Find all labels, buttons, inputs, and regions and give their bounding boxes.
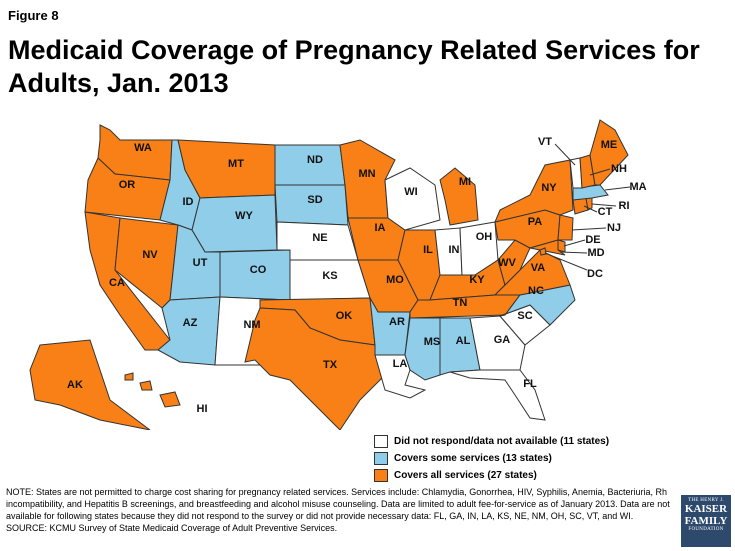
state-DC [539,247,547,256]
state-MI [439,167,479,226]
state-NJ [557,214,574,241]
label-NY: NY [541,182,557,194]
us-state-map: WA OR CA NV ID MT WY UT CO AZ NM ND SD N… [29,119,647,430]
label-DE: DE [585,234,600,246]
source-text: SOURCE: KCMU Survey of State Medicaid Co… [6,523,338,533]
label-SC: SC [517,310,532,322]
label-UT: UT [193,257,208,269]
label-HI: HI [197,403,208,415]
legend-item-some: Covers some services (13 states) [374,451,609,466]
legend-label-all: Covers all services (27 states) [394,470,537,481]
label-CA: CA [109,277,125,289]
logo-line-2: KAISER [684,503,728,515]
label-AK: AK [67,379,83,391]
label-KY: KY [469,274,485,286]
figure-label: Figure 8 [8,8,59,23]
label-IA: IA [375,222,386,234]
map-legend: Did not respond/data not available (11 s… [374,434,609,485]
label-RI: RI [619,200,630,212]
footnote: NOTE: States are not permitted to charge… [6,486,686,534]
label-KS: KS [322,270,337,282]
label-MN: MN [358,168,375,180]
state-AZ [157,296,221,366]
label-MO: MO [386,274,404,286]
label-OH: OH [476,231,493,243]
label-GA: GA [494,334,511,346]
label-AZ: AZ [183,317,198,329]
legend-label-none: Did not respond/data not available (11 s… [394,436,610,447]
state-WI [384,167,441,231]
label-OK: OK [336,310,353,322]
state-CT [572,197,589,215]
label-ME: ME [601,139,618,151]
legend-swatch-some [374,452,388,465]
state-WV [497,239,531,286]
logo-line-3: FAMILY [684,515,728,527]
label-FL: FL [523,378,537,390]
legend-swatch-all [374,469,388,482]
label-MT: MT [228,158,244,170]
label-IN: IN [449,244,460,256]
state-NY [494,159,574,223]
page-title: Medicaid Coverage of Pregnancy Related S… [8,35,700,98]
legend-item-all: Covers all services (27 states) [374,468,609,483]
label-PA: PA [528,216,543,228]
label-LA: LA [393,358,408,370]
state-HI [124,372,181,408]
label-AL: AL [456,335,471,347]
label-NE: NE [312,232,327,244]
label-MI: MI [459,176,471,188]
label-MD: MD [587,247,604,259]
label-OR: OR [119,179,136,191]
label-SD: SD [307,194,322,206]
legend-item-none: Did not respond/data not available (11 s… [374,434,609,449]
label-NM: NM [243,319,260,331]
state-ME [589,119,629,186]
label-NC: NC [528,285,544,297]
note-text: NOTE: States are not permitted to charge… [6,487,670,521]
kff-logo: THE HENRY J. KAISER FAMILY FOUNDATION [681,495,731,547]
label-ND: ND [307,154,323,166]
label-CO: CO [250,264,267,276]
state-FL [449,369,546,421]
state-TX [244,307,386,430]
state-MS [404,317,441,381]
label-NH: NH [611,163,627,175]
label-WY: WY [235,210,253,222]
label-leader-lines [544,143,631,271]
label-CT: CT [598,206,613,218]
legend-swatch-none [374,435,388,448]
label-VT: VT [538,136,552,148]
label-IL: IL [423,244,433,256]
logo-line-4: FOUNDATION [688,527,724,532]
label-TN: TN [453,297,468,309]
label-ID: ID [183,196,194,208]
label-DC: DC [587,268,603,280]
logo-line-1: THE HENRY J. [688,498,724,503]
label-WA: WA [134,142,152,154]
label-WI: WI [404,186,417,198]
label-TX: TX [323,359,338,371]
label-NV: NV [142,249,158,261]
label-MS: MS [424,336,441,348]
label-VA: VA [531,262,546,274]
legend-label-some: Covers some services (13 states) [394,453,552,464]
label-MA: MA [629,181,646,193]
label-WV: WV [498,257,516,269]
label-AR: AR [389,316,405,328]
state-WY [191,194,278,253]
state-AK [29,339,151,430]
label-NJ: NJ [607,222,621,234]
